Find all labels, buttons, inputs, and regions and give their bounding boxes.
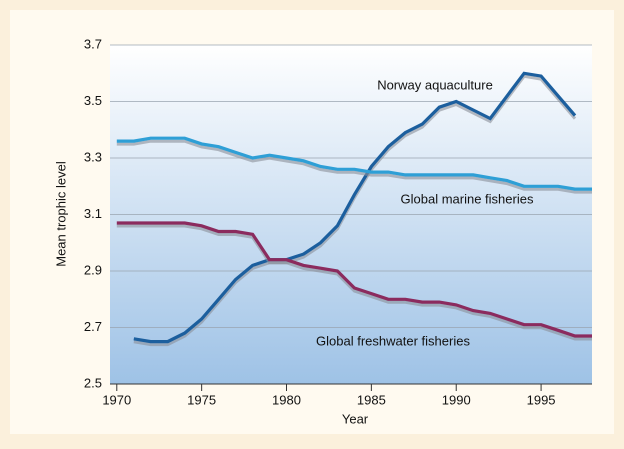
x-axis-label: Year — [342, 411, 369, 426]
line-shadow — [116, 224, 592, 341]
x-tick-label: 1970 — [102, 392, 131, 407]
y-tick-label: 3.7 — [84, 36, 102, 51]
x-tick-label: 1985 — [357, 392, 386, 407]
series-line — [133, 71, 577, 344]
series-line — [116, 136, 592, 191]
y-tick-label: 2.9 — [84, 262, 102, 277]
y-tick-label: 3.1 — [84, 206, 102, 221]
series-label: Norway aquaculture — [377, 77, 493, 92]
series-line — [116, 221, 592, 338]
x-tick-label: 1995 — [527, 392, 556, 407]
y-tick-label: 3.3 — [84, 149, 102, 164]
y-tick-label: 2.5 — [84, 375, 102, 390]
x-tick-label: 1975 — [187, 392, 216, 407]
y-tick-label: 2.7 — [84, 319, 102, 334]
line-shadow — [116, 139, 592, 194]
x-tick-label: 1980 — [272, 392, 301, 407]
series-label: Global freshwater fisheries — [316, 333, 470, 348]
series-label: Global marine fisheries — [401, 191, 534, 206]
x-tick-label: 1990 — [442, 392, 471, 407]
y-axis-label: Mean trophic level — [53, 161, 68, 267]
y-tick-label: 3.5 — [84, 93, 102, 108]
